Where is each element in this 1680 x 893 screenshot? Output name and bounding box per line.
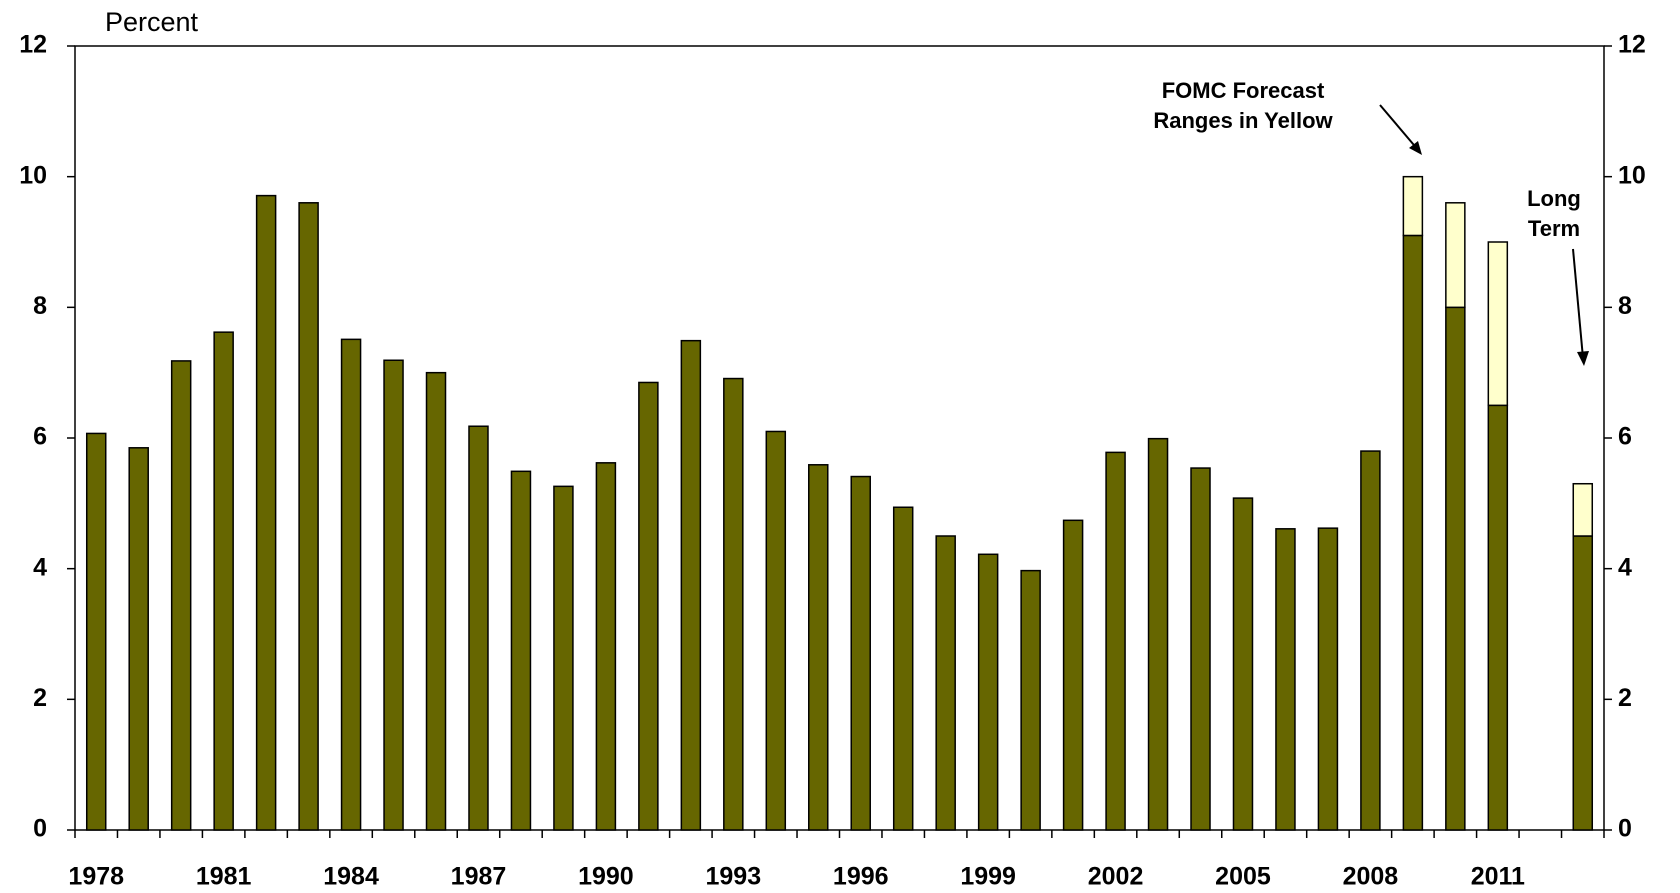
bar (1572, 535, 1594, 831)
bar (298, 202, 319, 831)
bar (383, 359, 404, 831)
y-axis-label: Percent (105, 7, 199, 37)
y-tick-label: 10 (19, 161, 47, 189)
x-tick-label: 2002 (1088, 863, 1144, 891)
y2-tick-label: 2 (1618, 684, 1632, 712)
bar (1105, 451, 1126, 831)
y2-tick-label: 12 (1618, 31, 1646, 59)
bar (935, 535, 956, 831)
bar (595, 462, 617, 831)
bar (977, 553, 999, 831)
y2-tick-label: 0 (1618, 815, 1632, 843)
bar (1275, 528, 1296, 831)
bar (808, 464, 829, 831)
y-tick-label: 6 (33, 423, 47, 451)
bar (85, 432, 107, 831)
bar (1317, 527, 1339, 831)
bar (1487, 241, 1509, 407)
bar (510, 470, 532, 831)
bar (213, 331, 234, 831)
bar (468, 425, 489, 831)
x-tick-label: 1987 (451, 863, 507, 891)
arrow-head (1409, 141, 1422, 155)
x-tick-label: 1984 (323, 863, 379, 891)
y2-tick-label: 10 (1618, 161, 1646, 189)
y2-tick-label: 4 (1618, 553, 1632, 581)
annotation: Term (1528, 216, 1580, 241)
bar (1402, 175, 1424, 237)
bar (723, 377, 744, 831)
y2-tick-label: 8 (1618, 292, 1632, 320)
bar (850, 475, 871, 831)
annotation: FOMC Forecast (1162, 78, 1325, 103)
bar (128, 447, 149, 831)
bar (340, 338, 362, 831)
bar (1487, 404, 1509, 831)
x-tick-label: 1993 (706, 863, 762, 891)
x-tick-label: 1981 (196, 863, 252, 891)
bar (1020, 569, 1041, 831)
x-tick-label: 2011 (1471, 863, 1525, 891)
x-tick-label: 1990 (578, 863, 634, 891)
annotation: Long (1527, 186, 1581, 211)
bar (1402, 234, 1424, 831)
y2-tick-label: 6 (1618, 423, 1632, 451)
x-tick-label: 1978 (68, 863, 124, 891)
bar (1190, 467, 1211, 831)
y-tick-label: 0 (33, 815, 47, 843)
bar (680, 339, 702, 831)
bar (553, 485, 574, 831)
bar (425, 371, 447, 831)
y-tick-label: 4 (33, 553, 47, 581)
bar (892, 506, 914, 831)
bar (638, 381, 659, 831)
bar (1062, 519, 1084, 831)
bar (1360, 450, 1381, 831)
y-tick-label: 12 (19, 31, 47, 59)
annotation: Ranges in Yellow (1153, 108, 1333, 133)
bar (255, 194, 277, 831)
bar (1232, 497, 1254, 831)
bar (1147, 437, 1169, 831)
x-tick-label: 1996 (833, 863, 889, 891)
x-tick-label: 1999 (960, 863, 1016, 891)
bar (1445, 306, 1466, 831)
x-tick-label: 2005 (1215, 863, 1271, 891)
x-tick-label: 2008 (1343, 863, 1399, 891)
bar (765, 430, 787, 831)
arrow (1379, 104, 1420, 152)
arrow (1572, 248, 1584, 359)
bar (1445, 202, 1466, 309)
arrow-head (1577, 351, 1589, 366)
bar (170, 360, 192, 831)
y-tick-label: 2 (33, 684, 47, 712)
bar (1572, 482, 1594, 537)
y-tick-label: 8 (33, 292, 47, 320)
